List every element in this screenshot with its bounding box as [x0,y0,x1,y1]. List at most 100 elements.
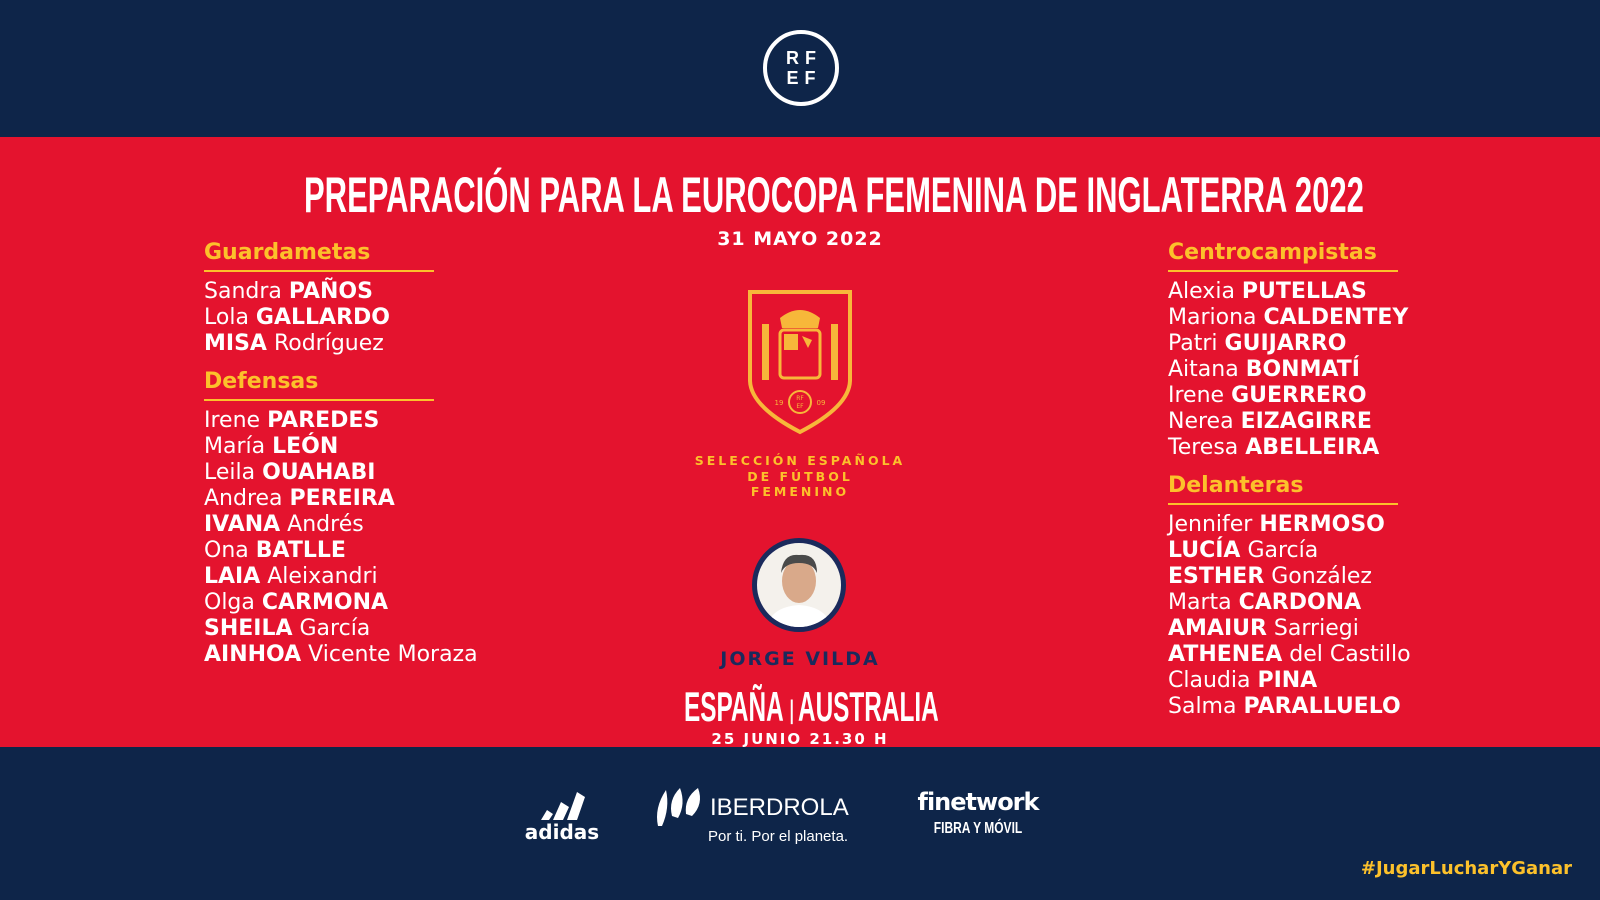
player-surname: ESTHER [1168,564,1265,589]
player-given-name: Olga [204,590,262,615]
player-surname: PEREIRA [289,486,395,511]
team-name: SELECCIÓN ESPAÑOLA DE FÚTBOL FEMENINO [640,453,960,500]
player-given-name: Salma [1168,694,1244,719]
player-given-name: Ona [204,538,256,563]
player-given-name: Andrea [204,486,290,511]
player-name: Irene PAREDES [204,408,478,434]
player-name: IVANA Andrés [204,512,478,538]
group-title: Centrocampistas [1168,240,1398,272]
finetwork-text: finetwork [917,788,1040,816]
home-team: ESPAÑA [684,683,783,730]
player-name: ESTHER González [1168,564,1411,590]
player-name: Salma PARALLUELO [1168,694,1411,720]
player-surname: PARALLUELO [1243,694,1401,719]
page-title: PREPARACIÓN PARA LA EUROCOPA FEMENINA DE… [304,167,1364,223]
coach-name: JORGE VILDA [720,648,880,670]
player-name: Leila OUAHABI [204,460,478,486]
finetwork-tagline: FIBRA Y MÓVIL [933,820,1023,837]
player-surname: AMAIUR [1168,616,1267,641]
player-given-name: Nerea [1168,409,1241,434]
player-name: Alexia PUTELLAS [1168,279,1411,305]
coach-photo [752,538,846,632]
player-surname: LEÓN [272,434,339,459]
right-roster: Centrocampistas Alexia PUTELLAS Mariona CA… [1168,240,1411,732]
player-surname: ATHENEA [1168,642,1283,667]
iberdrola-leaves-icon [657,788,700,826]
player-name: SHEILA García [204,616,478,642]
player-surname: BATLLE [255,538,346,563]
player-given-name: Aitana [1168,357,1246,382]
crest-year: 19 [775,399,784,407]
player-name: Lola GALLARDO [204,305,478,331]
player-name: Teresa ABELLEIRA [1168,435,1411,461]
player-surname: HERMOSO [1259,512,1385,537]
logo-line: EF [786,68,822,88]
player-given-name: Rodríguez [266,331,384,356]
team-name-line: DE FÚTBOL [747,468,853,484]
player-name: LAIA Aleixandri [204,564,478,590]
player-given-name: González [1264,564,1372,589]
player-surname: ABELLEIRA [1245,435,1380,460]
player-name: Olga CARMONA [204,590,478,616]
player-given-name: García [1240,538,1319,563]
adidas-logo: adidas [524,790,600,844]
crest-text: EF [796,403,804,410]
player-name: María LEÓN [204,434,478,460]
player-name: Mariona CALDENTEY [1168,305,1411,331]
player-given-name: Leila [204,460,263,485]
hashtag: #JugarLucharYGanar [1360,858,1572,879]
player-given-name: Andrés [280,512,364,537]
player-surname: CARMONA [261,590,389,615]
match-teams: ESPAÑA | AUSTRALIA [684,683,939,730]
player-given-name: Claudia [1168,668,1258,693]
player-given-name: del Castillo [1282,642,1411,667]
player-surname: GUERRERO [1231,383,1367,408]
player-given-name: García [292,616,371,641]
spain-crest-icon: RF EF 19 09 [748,290,852,435]
player-name: Aitana BONMATÍ [1168,357,1411,383]
iberdrola-tagline: Por ti. Por el planeta. [708,828,849,845]
finetwork-logo: finetwork FIBRA Y MÓVIL [908,788,1048,838]
player-name: Sandra PAÑOS [204,279,478,305]
player-surname: PAÑOS [288,279,373,304]
player-name: ATHENEA del Castillo [1168,642,1411,668]
left-roster: Guardametas Sandra PAÑOS Lola GALLARDO MISA… [204,240,478,680]
player-given-name: Mariona [1168,305,1264,330]
team-name-line: FEMENINO [750,484,850,499]
crest-text: RF [796,395,804,402]
player-given-name: Irene [204,408,268,433]
player-given-name: Sarriegi [1266,616,1359,641]
player-name: AMAIUR Sarriegi [1168,616,1411,642]
player-surname: LAIA [204,564,261,589]
rfef-logo: RF EF [763,30,839,106]
player-name: Nerea EIZAGIRRE [1168,409,1411,435]
player-surname: BONMATÍ [1245,357,1360,382]
date: 31 MAYO 2022 [717,228,883,250]
player-surname: PUTELLAS [1241,279,1367,304]
player-name: Andrea PEREIRA [204,486,478,512]
crest-year: 09 [817,399,826,407]
player-given-name: Aleixandri [260,564,378,589]
player-surname: CARDONA [1238,590,1362,615]
iberdrola-text: IBERDROLA [710,794,849,821]
player-surname: SHEILA [204,616,293,641]
player-surname: EIZAGIRRE [1240,409,1372,434]
logo-line: RF [786,48,822,68]
player-given-name: Vicente Moraza [301,642,478,667]
player-surname: PAREDES [267,408,380,433]
player-given-name: María [204,434,273,459]
player-name: Claudia PINA [1168,668,1411,694]
player-surname: GALLARDO [255,305,390,330]
group-title: Guardametas [204,240,434,272]
position-group: Delanteras Jennifer HERMOSO LUCÍA García ES… [1168,473,1411,720]
player-name: Marta CARDONA [1168,590,1411,616]
match-datetime: 25 JUNIO 21.30 H [711,730,889,748]
group-title: Delanteras [1168,473,1398,505]
player-name: LUCÍA García [1168,538,1411,564]
player-surname: AINHOA [204,642,302,667]
adidas-text: adidas [524,820,600,844]
player-surname: CALDENTEY [1263,305,1409,330]
player-given-name: Jennifer [1168,512,1260,537]
player-name: Ona BATLLE [204,538,478,564]
player-given-name: Sandra [204,279,289,304]
